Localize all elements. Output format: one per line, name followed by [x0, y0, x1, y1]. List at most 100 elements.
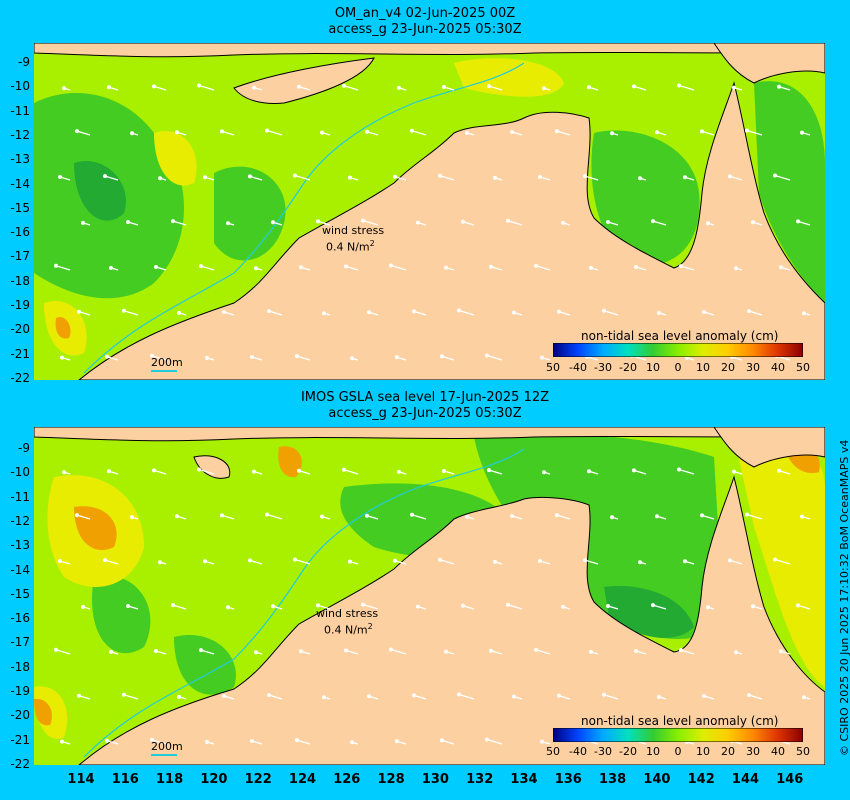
wind-arrow	[389, 647, 407, 655]
wind-arrow	[679, 648, 695, 655]
wind-arrow	[177, 694, 187, 700]
wind-arrow	[154, 265, 167, 271]
wind-arrow	[651, 603, 667, 610]
wind-arrow	[226, 221, 235, 226]
wind-arrow	[197, 467, 215, 475]
wind-arrow	[438, 557, 455, 565]
wind-arrow	[506, 218, 523, 226]
wind-arrow	[489, 264, 503, 271]
longitude-tick-label: 128	[377, 772, 405, 787]
wind-arrow	[728, 558, 743, 565]
wind-arrow	[555, 129, 571, 136]
colorbar-tick-label: 0	[674, 361, 682, 374]
wind-arrow	[122, 308, 139, 316]
wind-arrow	[177, 310, 187, 316]
wind-arrow	[60, 355, 71, 361]
wind-arrow	[175, 514, 187, 520]
wind-arrow	[393, 558, 407, 565]
wind-arrow	[683, 559, 695, 565]
wind-arrow	[410, 512, 427, 520]
isobath-legend-label: 200m	[151, 740, 183, 753]
wind-arrow	[248, 558, 263, 565]
colorbar-tick-label: 10	[696, 361, 710, 374]
wind-arrow	[254, 266, 263, 271]
wind-arrow	[54, 647, 71, 655]
wind-arrow	[297, 84, 311, 91]
wind-arrow	[510, 130, 523, 136]
wind-arrow	[77, 693, 91, 700]
timor-island	[233, 57, 375, 104]
wind-arrow	[747, 693, 763, 700]
latitude-tick-label: -15	[10, 586, 30, 601]
wind-arrow	[81, 220, 91, 226]
wind-arrow	[506, 602, 523, 610]
anomaly-green-region	[754, 81, 825, 303]
colorbar-tick-label: -30	[594, 745, 612, 758]
anomaly-green-region	[214, 166, 286, 261]
longitude-tick-label: 120	[200, 772, 228, 787]
wind-arrow	[320, 514, 331, 520]
panel2-title-line2: access_g 23-Jun-2025 05:30Z	[328, 406, 522, 421]
wind-arrow	[610, 515, 619, 520]
wind-arrow	[487, 84, 503, 91]
wind-arrow	[103, 558, 119, 565]
latitude-tick-label: -13	[10, 538, 30, 553]
wind-arrow	[62, 470, 71, 475]
wind-arrow	[58, 175, 71, 181]
latitude-tick-label: -16	[10, 611, 30, 626]
wind-arrow	[152, 468, 167, 475]
wind-arrow	[583, 174, 599, 181]
wind-arrow	[465, 130, 475, 136]
wind-arrow	[226, 605, 235, 610]
indonesia-coast	[34, 43, 825, 58]
wind-arrow	[122, 692, 139, 700]
wind-arrow	[493, 559, 503, 565]
wind-arrow	[361, 218, 379, 226]
wind-arrow	[557, 693, 571, 700]
wind-arrow	[344, 264, 359, 271]
colorbar-swatch	[553, 728, 803, 742]
wind-arrow	[205, 739, 215, 745]
isobath-200m-line	[83, 62, 525, 374]
wind-arrow	[344, 648, 359, 655]
wind-arrow	[252, 469, 263, 475]
wind-arrow	[489, 648, 503, 655]
wind-arrow	[606, 604, 619, 610]
colorbar-tick-label: 50	[796, 745, 810, 758]
wind-arrow	[416, 220, 427, 226]
latitude-tick-label: -10	[10, 79, 30, 94]
longitude-tick-label: 138	[599, 772, 627, 787]
wind-arrow	[105, 738, 119, 745]
longitude-tick-label: 146	[776, 772, 804, 787]
latitude-tick-label: -9	[18, 55, 30, 69]
wind-arrow	[802, 311, 811, 316]
wind-arrow	[512, 694, 523, 700]
wind-arrow	[297, 468, 311, 475]
wind-arrow	[442, 85, 455, 91]
panel1-title-line1: OM_an_v4 02-Jun-2025 00Z	[334, 6, 516, 21]
anomaly-green-region	[92, 575, 151, 654]
wind-arrow	[199, 264, 215, 271]
wind-arrow	[440, 738, 455, 745]
colorbar-tick-label: -40	[569, 745, 587, 758]
wind-arrow	[158, 176, 167, 181]
wind-arrow	[589, 265, 599, 271]
wind-arrow	[679, 264, 695, 271]
anomaly-yellow-region	[154, 131, 197, 186]
colorbar-title: non-tidal sea level anomaly (cm)	[581, 714, 779, 728]
wind-arrow	[632, 468, 647, 475]
wind-arrow	[397, 469, 407, 475]
longitude-tick-label: 116	[111, 772, 139, 787]
new-guinea-land	[713, 43, 825, 84]
wind-arrow	[81, 604, 91, 610]
wind-arrow	[171, 603, 187, 610]
wind-arrow	[250, 355, 263, 361]
wind-arrow	[109, 649, 119, 655]
wind-arrow	[58, 559, 71, 565]
wind-arrow	[444, 649, 455, 655]
wind-arrow	[350, 740, 359, 745]
longitude-tick-label: 142	[687, 772, 715, 787]
wind-arrow	[561, 604, 571, 610]
wind-arrow	[542, 86, 551, 91]
latitude-tick-label: -15	[10, 200, 30, 215]
